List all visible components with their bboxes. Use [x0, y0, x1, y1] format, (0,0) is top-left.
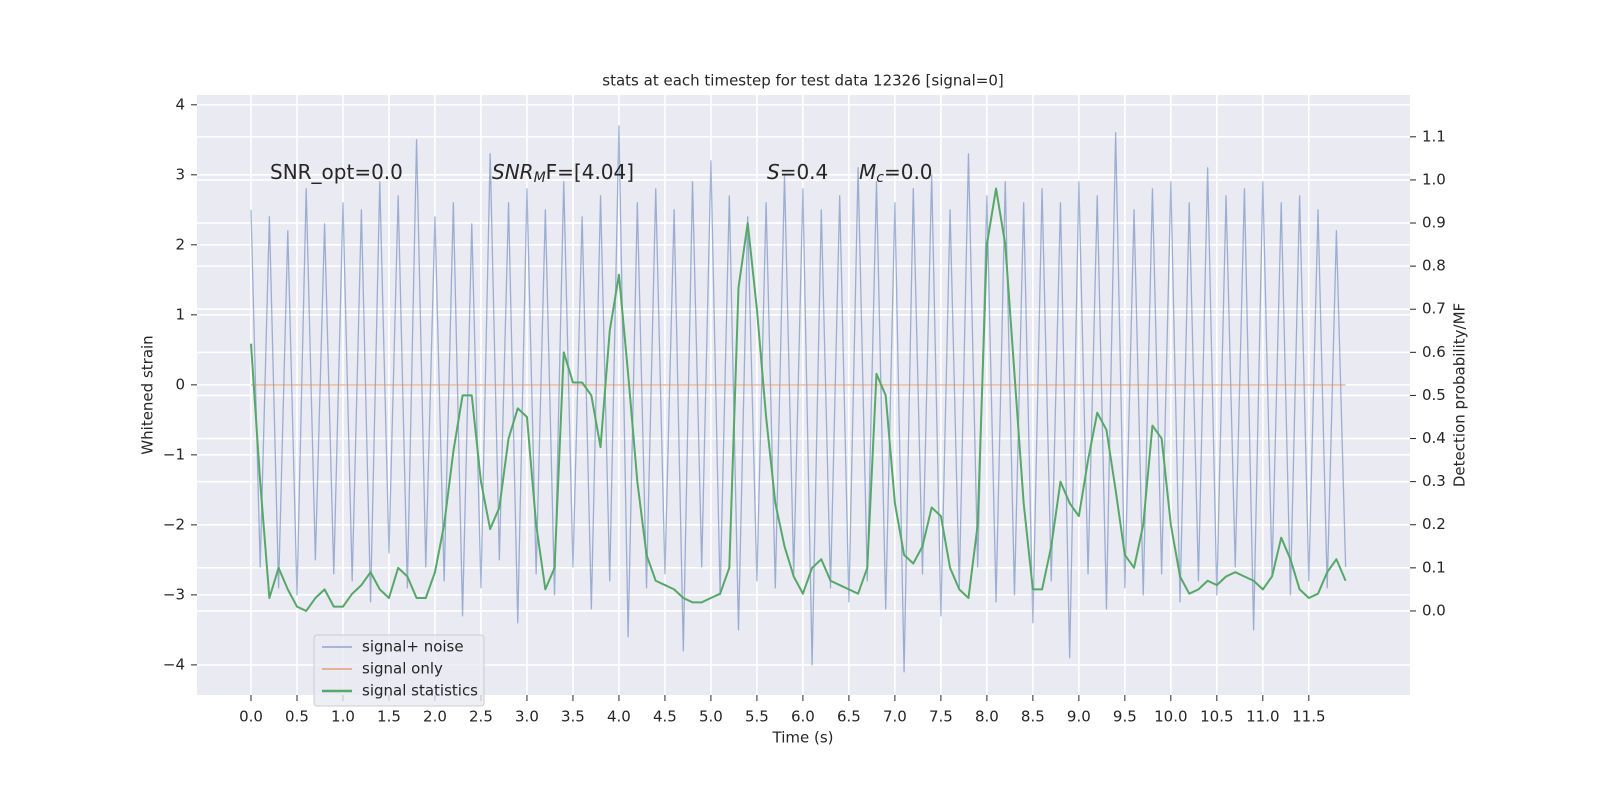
x-tick-label: 1.0 — [331, 708, 355, 726]
x-tick-label: 7.0 — [883, 708, 907, 726]
y2-tick-label: 0.1 — [1422, 558, 1446, 576]
annotation-part: =0.4 — [780, 160, 829, 184]
y2-tick-label: 0.3 — [1422, 472, 1446, 490]
y2-tick-label: 0.4 — [1422, 429, 1446, 447]
series-line — [250, 125, 1347, 673]
x-tick-label: 5.0 — [699, 708, 723, 726]
y2-tick-label: 0.7 — [1422, 300, 1446, 318]
x-tick-label: 6.5 — [837, 708, 861, 726]
y-tick-label: 1 — [175, 305, 185, 323]
x-tick-label: 11.0 — [1246, 708, 1279, 726]
y-tick-label: 0 — [175, 375, 185, 393]
legend-label: signal statistics — [362, 682, 478, 700]
x-tick-label: 3.0 — [515, 708, 539, 726]
annotation: Mc=0.0 — [859, 160, 933, 187]
x-tick-label: 3.5 — [561, 708, 585, 726]
legend-box — [313, 634, 485, 707]
legend-label: signal+ noise — [362, 638, 464, 656]
x-tick-label: 10.5 — [1200, 708, 1233, 726]
annotation: SNR_opt=0.0 — [270, 160, 403, 184]
x-tick-label: 5.5 — [745, 708, 769, 726]
y-tick-label: −1 — [163, 445, 185, 463]
y-tick-label: −4 — [163, 655, 185, 673]
x-tick-label: 0.0 — [239, 708, 263, 726]
annotation-part: M — [534, 170, 546, 186]
annotation-part: SNR — [492, 160, 534, 184]
x-tick-label: 8.5 — [1021, 708, 1045, 726]
y-tick-label: −3 — [163, 585, 185, 603]
series-line — [249, 187, 1347, 612]
annotation-part: M — [859, 160, 876, 184]
x-tick-label: 2.5 — [469, 708, 493, 726]
annotation-part: =0.0 — [884, 160, 933, 184]
x-tick-label: 9.5 — [1113, 708, 1137, 726]
y2-tick-label: 0.2 — [1422, 515, 1446, 533]
y2-tick-label: 1.0 — [1422, 170, 1446, 188]
y2-tick-label: 0.6 — [1422, 343, 1446, 361]
y-tick-label: 4 — [175, 95, 185, 113]
y2-tick-label: 0.8 — [1422, 257, 1446, 275]
legend: signal+ noise signal only signal statistic… — [313, 634, 485, 707]
x-tick-label: 6.0 — [791, 708, 815, 726]
x-tick-label: 10.0 — [1154, 708, 1187, 726]
y-tick-label: 2 — [175, 235, 185, 253]
x-tick-label: 4.0 — [607, 708, 631, 726]
x-tick-label: 4.5 — [653, 708, 677, 726]
y2-tick-label: 0.9 — [1422, 214, 1446, 232]
x-tick-label: 7.5 — [929, 708, 953, 726]
annotation-part: F=[4.04] — [546, 160, 634, 184]
x-tick-label: 0.5 — [285, 708, 309, 726]
x-tick-label: 11.5 — [1292, 708, 1325, 726]
legend-label: signal only — [362, 660, 443, 678]
y-tick-label: −2 — [163, 515, 185, 533]
y2-tick-label: 0.0 — [1422, 601, 1446, 619]
x-tick-label: 8.0 — [975, 708, 999, 726]
y-axis-label: Whitened strain — [139, 335, 157, 454]
annotation-part: S — [767, 160, 780, 184]
x-tick-label: 1.5 — [377, 708, 401, 726]
annotation: SNRMF=[4.04] — [492, 160, 634, 187]
y-tick-label: 3 — [175, 165, 185, 183]
y2-tick-label: 0.5 — [1422, 386, 1446, 404]
y2-axis-label: Detection probability/MF — [1451, 303, 1469, 487]
x-tick-label: 9.0 — [1067, 708, 1091, 726]
annotation-part: c — [876, 170, 884, 186]
x-tick-label: 2.0 — [423, 708, 447, 726]
y2-tick-label: 1.1 — [1422, 127, 1446, 145]
annotation-part: SNR_opt=0.0 — [270, 160, 403, 184]
x-axis-label: Time (s) — [772, 729, 834, 747]
chart-title: stats at each timestep for test data 123… — [602, 72, 1003, 90]
annotation: S=0.4 — [767, 160, 828, 184]
